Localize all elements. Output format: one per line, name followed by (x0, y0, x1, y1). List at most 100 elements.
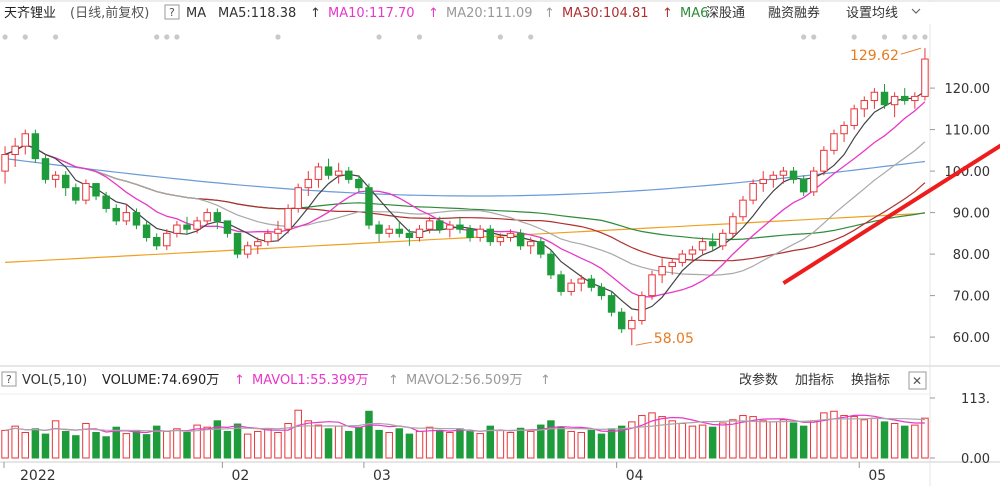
event-marker (22, 34, 28, 40)
candle-body (254, 241, 262, 247)
vol-help-icon[interactable]: ? (1, 371, 17, 387)
event-marker (528, 34, 534, 40)
candle-body (638, 295, 646, 322)
ma5-arrow: ↑ (310, 6, 321, 21)
switch-indicator-button[interactable]: 换指标 (851, 373, 890, 388)
volume-bar (345, 430, 353, 459)
ma120-line (5, 212, 925, 263)
candlestick-series (1, 48, 929, 346)
volume-bar (658, 416, 666, 459)
volume-bar (334, 425, 343, 459)
vol-help-glyph: ? (6, 373, 12, 386)
close-icon[interactable]: ✕ (908, 371, 927, 390)
volume-bar (193, 424, 201, 459)
candle-body (375, 224, 383, 234)
candle-body (446, 224, 454, 230)
change-params-button[interactable]: 改参数 (739, 372, 778, 388)
volume-bar (890, 422, 899, 459)
candle-body (51, 174, 60, 180)
candle-body (21, 133, 30, 147)
candle-body (516, 232, 525, 247)
volume-bar (284, 422, 292, 459)
vol-label: VOL(5,10) (22, 373, 87, 388)
volume-bar (648, 412, 656, 459)
volume-bar (850, 416, 858, 459)
volume-bar (567, 430, 575, 459)
volume-bar (365, 410, 373, 459)
mavol2-line (4, 417, 925, 433)
volume-bar (456, 428, 464, 459)
volume-ma-lines (4, 414, 925, 434)
volume-bar (749, 416, 757, 459)
candle-body (890, 95, 899, 106)
candle-body (850, 108, 858, 126)
candle-body (749, 183, 757, 201)
volume-bar (294, 409, 302, 459)
candle-body (284, 207, 292, 230)
volume-bar (810, 420, 818, 459)
candle-body (365, 187, 373, 226)
volume-bar (11, 425, 19, 459)
y-tick-label: 110.00 (945, 124, 991, 139)
volume-bar (183, 432, 191, 459)
candle-body (72, 187, 80, 201)
volume-bar (870, 417, 879, 459)
ma5-line (4, 90, 926, 312)
candle-body (82, 183, 90, 201)
help-icon[interactable]: ? (164, 4, 180, 20)
adjust-mode[interactable]: (日线,前复权) (70, 5, 149, 21)
tab-margin-trading[interactable]: 融资融券 (768, 5, 820, 21)
ma10-value: MA10:117.70 (328, 6, 415, 21)
candle-body (698, 241, 707, 251)
volume-bar (82, 422, 90, 459)
candle-body (537, 241, 545, 255)
candle-body (607, 295, 616, 313)
candle-body (173, 224, 181, 234)
date-x-axis: 20220203040506 (3, 462, 886, 484)
volume-bar (698, 424, 707, 459)
y-tick-label: 120.00 (945, 82, 991, 97)
event-marker (52, 34, 59, 40)
volume-bar (41, 433, 50, 459)
volume-bar (860, 419, 869, 459)
volume-bar (274, 432, 282, 459)
ma30-value: MA30:104.81 (562, 6, 649, 21)
volume-bar (446, 432, 454, 459)
event-marker (2, 34, 8, 40)
candle-body (324, 166, 333, 176)
candle-body (880, 91, 889, 106)
low-price-label: 58.05 (654, 331, 694, 347)
candle-body (911, 95, 919, 102)
tab-ma-settings[interactable]: 设置均线 (846, 6, 898, 21)
candle-body (142, 224, 151, 239)
chevron-down-icon[interactable] (911, 8, 921, 14)
tab-shsz-connect[interactable]: 深股通 (706, 6, 745, 21)
candle-body (648, 274, 656, 297)
volume-bar (92, 432, 100, 459)
candle-body (294, 187, 302, 209)
event-marker (154, 34, 160, 40)
volume-bar (243, 433, 252, 459)
volume-bar (163, 430, 171, 459)
candle-body (385, 228, 393, 234)
add-indicator-button[interactable]: 加指标 (795, 373, 834, 388)
candle-body (152, 237, 161, 247)
candle-body (243, 245, 252, 255)
candle-body (11, 145, 19, 155)
candle-body (334, 170, 343, 176)
volume-bar (203, 426, 211, 459)
candle-body (476, 228, 484, 238)
volume-bar (355, 426, 363, 459)
volume-bar (324, 428, 333, 459)
volume-bars (1, 409, 929, 459)
ma-label: MA (186, 6, 206, 21)
candle-body (900, 95, 909, 102)
candle-body (213, 212, 222, 222)
mavol2-value: MAVOL2:56.509万 (406, 373, 523, 388)
volume-bar (719, 422, 727, 459)
candle-body (304, 178, 313, 189)
candle-body (132, 212, 141, 226)
volume-bar (435, 429, 444, 459)
ma10-arrow: ↑ (428, 6, 439, 21)
volume-bar (142, 434, 151, 459)
